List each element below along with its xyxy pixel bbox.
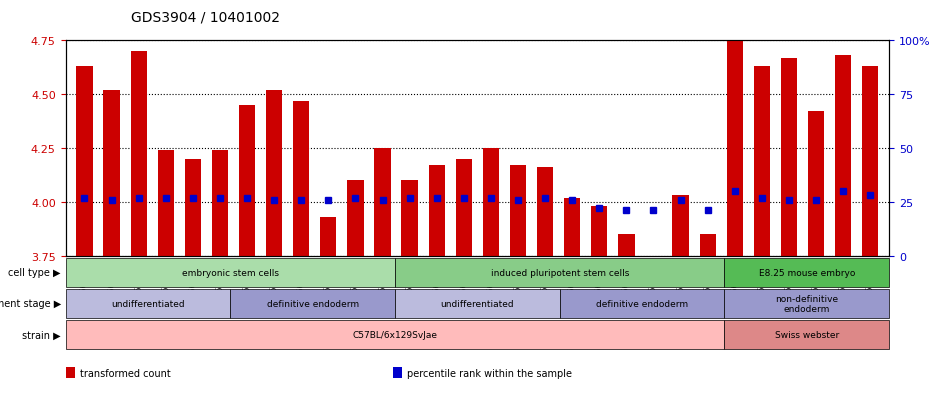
Bar	[564, 198, 580, 256]
Text: non-definitive
endoderm: non-definitive endoderm	[775, 294, 839, 313]
Text: Swiss webster: Swiss webster	[775, 330, 839, 339]
Text: strain ▶: strain ▶	[22, 330, 61, 339]
Bar	[293, 102, 310, 256]
Bar	[645, 256, 662, 342]
Bar	[699, 235, 716, 256]
Text: definitive endoderm: definitive endoderm	[267, 299, 358, 308]
Bar	[320, 217, 336, 256]
Bar	[808, 112, 825, 256]
Bar	[672, 196, 689, 256]
Text: percentile rank within the sample: percentile rank within the sample	[407, 368, 572, 378]
Text: undifferentiated: undifferentiated	[441, 299, 514, 308]
Bar	[483, 149, 499, 256]
Bar	[157, 151, 174, 256]
Text: C57BL/6x129SvJae: C57BL/6x129SvJae	[353, 330, 437, 339]
Bar	[835, 56, 851, 256]
Bar	[347, 181, 363, 256]
Bar	[753, 67, 770, 256]
Bar	[592, 206, 607, 256]
Text: induced pluripotent stem cells: induced pluripotent stem cells	[490, 268, 629, 277]
Bar	[374, 149, 390, 256]
Text: transformed count: transformed count	[80, 368, 170, 378]
Bar	[77, 67, 93, 256]
Bar	[862, 67, 878, 256]
Text: embryonic stem cells: embryonic stem cells	[182, 268, 279, 277]
Text: development stage ▶: development stage ▶	[0, 299, 61, 309]
Bar	[266, 91, 283, 256]
Text: undifferentiated: undifferentiated	[111, 299, 184, 308]
Text: GDS3904 / 10401002: GDS3904 / 10401002	[131, 10, 280, 24]
Bar	[130, 52, 147, 256]
Bar	[537, 168, 553, 256]
Bar	[212, 151, 228, 256]
Bar	[402, 181, 417, 256]
Bar	[429, 166, 445, 256]
Bar	[456, 159, 472, 256]
Bar	[184, 159, 201, 256]
Bar	[726, 41, 743, 256]
Text: E8.25 mouse embryo: E8.25 mouse embryo	[759, 268, 855, 277]
Bar	[781, 59, 797, 256]
Text: definitive endoderm: definitive endoderm	[596, 299, 688, 308]
Bar	[510, 166, 526, 256]
Bar	[619, 235, 635, 256]
Bar	[104, 91, 120, 256]
Text: cell type ▶: cell type ▶	[8, 268, 61, 278]
Bar	[239, 106, 256, 256]
